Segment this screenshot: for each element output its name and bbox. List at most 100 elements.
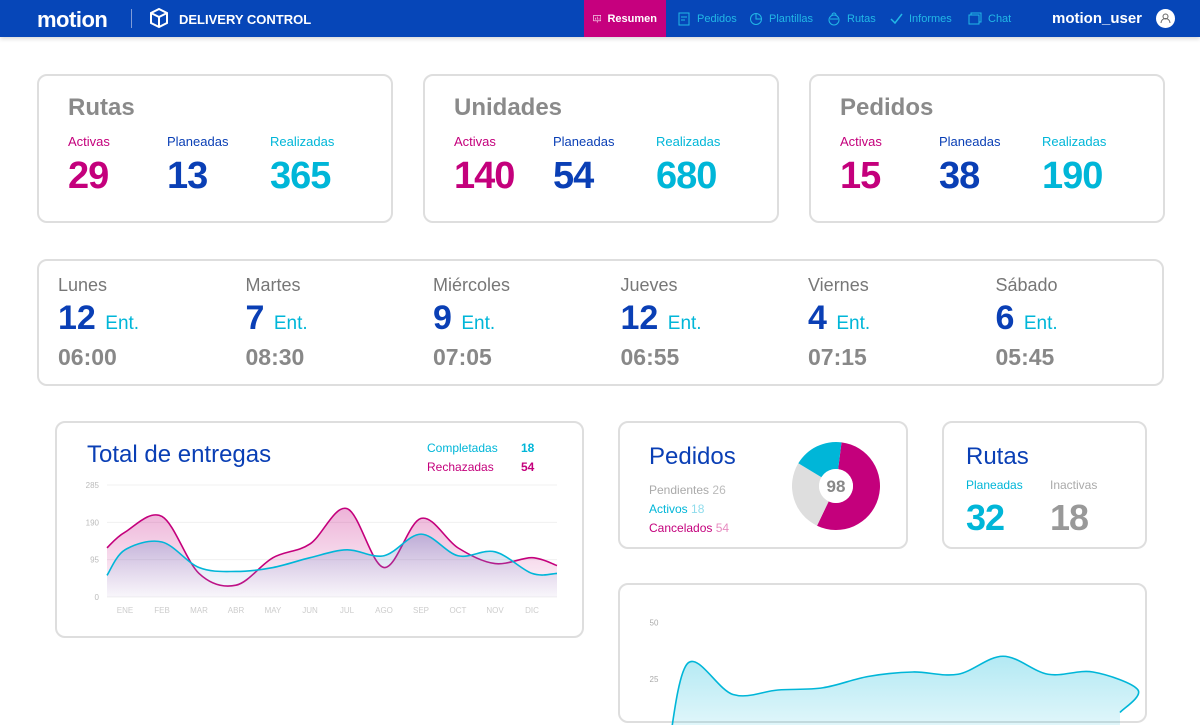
day-column: Lunes 12 Ent. 06:00 [58, 275, 139, 371]
x-tick-label: ABR [228, 606, 245, 615]
day-name: Martes [245, 275, 301, 295]
day-count: 6 [995, 299, 1015, 337]
day-column: Miércoles 9 Ent. 07:05 [433, 275, 510, 371]
stat-title: Pedidos [840, 94, 934, 121]
stat-activas: Activas 15 [840, 134, 882, 198]
stat-planeadas: Planeadas 54 [553, 134, 614, 198]
stat-label: Realizadas [1042, 134, 1107, 149]
motion-logo[interactable]: motion [37, 7, 108, 32]
stat-value: 15 [840, 155, 881, 197]
check-icon [890, 13, 903, 24]
stat-planeadas: Planeadas 38 [939, 134, 1000, 198]
y-tick-label: 95 [90, 556, 99, 565]
label: Pendientes [649, 483, 710, 497]
x-tick-label: FEB [154, 606, 170, 615]
x-tick-label: MAY [265, 606, 282, 615]
stat-label: Planeadas [553, 134, 615, 149]
x-tick-label: JUL [340, 606, 355, 615]
stat-realizadas: Realizadas 680 [656, 134, 720, 198]
day-column: Martes 7 Ent. 08:30 [246, 275, 308, 371]
pedidos-title: Pedidos [649, 443, 736, 470]
rutas-card: Rutas Planeadas 32 Inactivas 18 [942, 421, 1147, 549]
donut-slice-pendientes [792, 463, 829, 526]
day-time: 08:30 [245, 344, 305, 370]
stat-label: Realizadas [270, 134, 335, 149]
x-tick-label: SEP [413, 606, 429, 615]
donut-slice-cancelados [817, 442, 880, 530]
day-column: Jueves 12 Ent. 06:55 [621, 275, 702, 371]
area-completadas [107, 534, 557, 597]
day-unit: Ent. [1023, 313, 1058, 334]
day-count: 12 [620, 299, 659, 337]
trend-area-chart: 25 50 [650, 619, 1140, 725]
presentation-chart-icon [593, 14, 602, 23]
pedidos-donut-chart: 98 [792, 442, 880, 530]
tab-label: Chat [988, 12, 1012, 25]
legend-completadas-value: 18 [521, 441, 535, 455]
inactivas-label: Inactivas [1050, 478, 1098, 492]
day-unit: Ent. [461, 313, 496, 334]
legend-rechazadas-label: Rechazadas [427, 460, 494, 474]
stat-label: Planeadas [167, 134, 229, 149]
tab-resumen[interactable]: Resumen [584, 0, 666, 37]
stat-value: 190 [1042, 155, 1103, 197]
y-tick-label: 50 [650, 619, 659, 628]
legend-rechazadas-value: 54 [521, 460, 535, 474]
planeadas-label: Planeadas [966, 478, 1023, 492]
day-unit: Ent. [836, 313, 871, 334]
legend-completadas-label: Completadas [427, 441, 498, 455]
stat-card-rutas: Rutas Activas 29 Planeadas 13 Realizadas… [37, 74, 393, 223]
tab-chat[interactable]: Chat [959, 0, 1020, 37]
y-tick-label: 25 [650, 675, 659, 684]
user-avatar-icon[interactable] [1156, 9, 1175, 28]
username[interactable]: motion_user [1052, 10, 1143, 27]
stat-activas: Activas 29 [68, 134, 110, 198]
pedidos-card: Pedidos Pendientes 26 Activos 18 Cancela… [618, 421, 908, 549]
day-name: Jueves [620, 275, 678, 295]
stat-value: 680 [656, 155, 717, 197]
day-time: 07:15 [808, 344, 867, 370]
x-tick-label: OCT [450, 606, 467, 615]
pie-icon [750, 12, 762, 25]
stat-label: Activas [840, 134, 882, 149]
tab-label: Plantillas [769, 12, 814, 25]
stat-value: 29 [68, 155, 109, 197]
tab-label: Informes [909, 12, 952, 25]
day-column: Sábado 6 Ent. 05:45 [996, 275, 1058, 371]
stat-value: 140 [454, 155, 515, 197]
pendientes-row: Pendientes 26 [649, 481, 729, 500]
day-time: 05:45 [995, 344, 1055, 370]
tab-informes[interactable]: Informes [880, 0, 961, 37]
day-name: Sábado [995, 275, 1058, 295]
stat-value: 13 [167, 155, 208, 197]
inactivas-value: 18 [1050, 497, 1089, 538]
tab-rutas[interactable]: Rutas [818, 0, 885, 37]
deliveries-area-chart: 0 95 190 285 ENE FEB MAR ABR MAY JUN JUL AGO SEP OCT N… [86, 481, 558, 615]
clipboard-icon [678, 12, 690, 25]
trend-area [668, 656, 1139, 725]
x-tick-label: ENE [117, 606, 133, 615]
tab-pedidos[interactable]: Pedidos [668, 0, 746, 37]
day-column: Viernes 4 Ent. 07:15 [808, 275, 870, 371]
top-nav: motion DELIVERY CONTROL Resumen Pedidos … [0, 0, 1200, 37]
stat-title: Rutas [68, 94, 135, 121]
tab-label: Pedidos [697, 12, 737, 25]
day-name: Lunes [58, 275, 108, 295]
day-count: 7 [245, 299, 265, 337]
stat-planeadas: Planeadas 13 [167, 134, 228, 198]
total-deliveries-card: Total de entregas Completadas 18 Rechaza… [55, 421, 584, 638]
day-time: 07:05 [433, 344, 492, 370]
stat-card-unidades: Unidades Activas 140 Planeadas 54 Realiz… [423, 74, 779, 223]
cancelados-row: Cancelados 54 [649, 519, 729, 538]
value: 26 [712, 483, 726, 497]
tab-label: Rutas [847, 12, 876, 25]
day-time: 06:55 [620, 344, 680, 370]
tab-plantillas[interactable]: Plantillas [740, 0, 822, 37]
rutas-title: Rutas [966, 443, 1029, 470]
label: Activos [649, 502, 688, 516]
day-unit: Ent. [105, 313, 140, 334]
donut-slice-activos [798, 442, 842, 478]
box-icon [150, 8, 168, 28]
activos-row: Activos 18 [649, 500, 729, 519]
donut-total: 98 [827, 477, 846, 496]
